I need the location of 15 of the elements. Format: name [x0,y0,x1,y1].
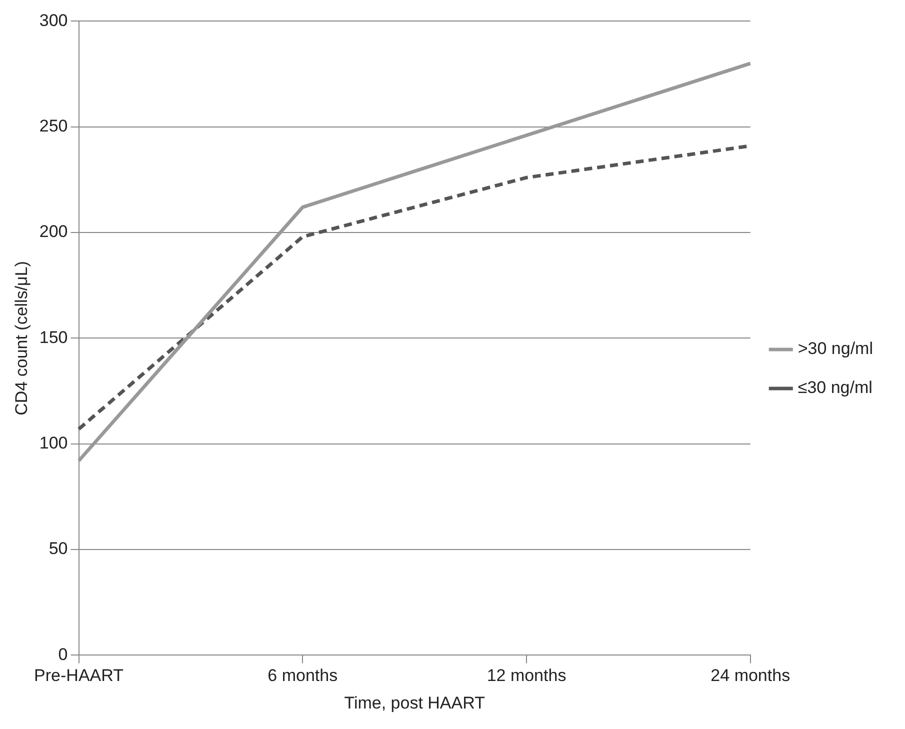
y-tick-label: 0 [58,644,68,664]
y-tick-label: 50 [48,539,68,558]
y-tick-label: 300 [39,10,68,30]
x-tick-label: Pre-HAART [34,666,124,686]
x-tick-label: 12 months [486,666,566,686]
y-tick-label: 100 [39,434,68,453]
y-tick-label: 200 [39,222,68,242]
y-axis-title: CD4 count (cells/μL) [12,261,31,416]
legend-label: ≤30 ng/ml [798,378,872,398]
x-tick-label: 24 months [710,666,790,686]
x-axis-title: Time, post HAART [344,693,485,712]
y-tick-label: 150 [39,328,68,347]
x-tick-label: 6 months [268,666,338,686]
legend-label: >30 ng/ml [798,339,874,358]
y-tick-label: 250 [39,116,68,136]
